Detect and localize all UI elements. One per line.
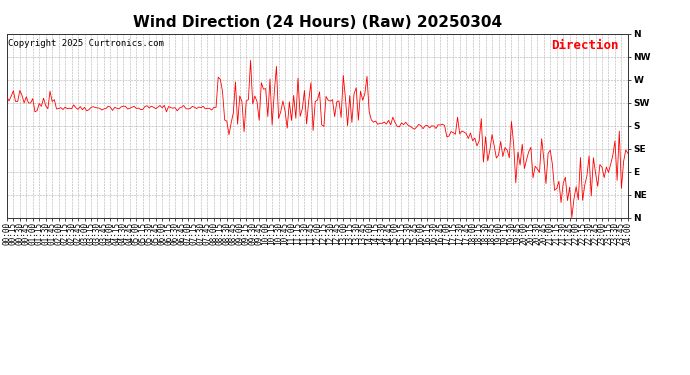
Text: Copyright 2025 Curtronics.com: Copyright 2025 Curtronics.com <box>8 39 164 48</box>
Title: Wind Direction (24 Hours) (Raw) 20250304: Wind Direction (24 Hours) (Raw) 20250304 <box>133 15 502 30</box>
Text: Direction: Direction <box>551 39 618 52</box>
